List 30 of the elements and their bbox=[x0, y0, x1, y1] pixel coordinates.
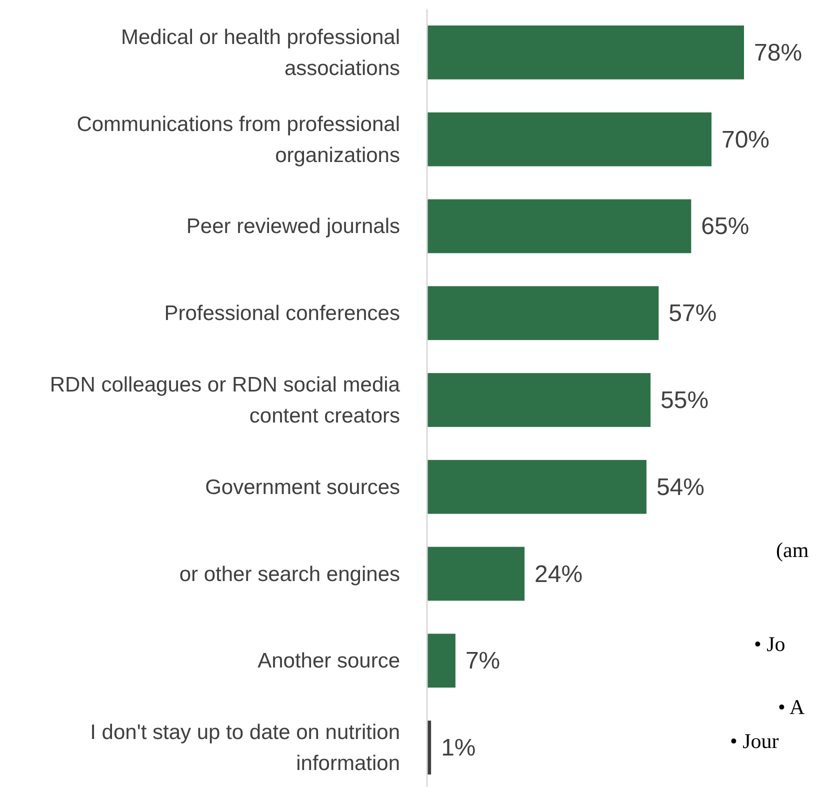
data-label: 54% bbox=[656, 474, 705, 501]
text: (am bbox=[776, 538, 809, 562]
data-label: 70% bbox=[721, 126, 770, 154]
annotation: • Jour bbox=[730, 729, 779, 753]
data-label: 1% bbox=[441, 734, 476, 762]
y-tick-label: RDN colleagues or RDN social media content creators bbox=[50, 374, 400, 428]
y-tick-label: Government sources bbox=[205, 476, 400, 499]
bar bbox=[427, 26, 744, 80]
bar bbox=[427, 286, 659, 340]
bar bbox=[427, 634, 456, 688]
data-label: 24% bbox=[534, 560, 583, 588]
data-label: 55% bbox=[660, 387, 709, 414]
y-tick-label: Peer reviewed journals bbox=[186, 215, 400, 238]
y-tick-label: Communications from professional organizations bbox=[76, 112, 400, 167]
data-label: 57% bbox=[668, 300, 717, 328]
data-label: 78% bbox=[754, 39, 802, 66]
bar bbox=[427, 112, 712, 166]
data-label: 65% bbox=[701, 213, 750, 240]
bar bbox=[427, 199, 692, 254]
y-tick-label: Professional conferences bbox=[164, 302, 400, 326]
y-tick-label: Another source bbox=[258, 650, 400, 673]
bar bbox=[427, 373, 651, 427]
y-tick-label: I don't stay up to date on nutrition information bbox=[90, 721, 400, 776]
text: • Jo bbox=[754, 632, 786, 656]
data-label: 7% bbox=[465, 648, 500, 675]
bar bbox=[427, 546, 525, 601]
y-tick-label: Medical or health professional associations bbox=[121, 26, 400, 80]
y-tick-label: or other search engines bbox=[179, 562, 400, 586]
bar bbox=[427, 460, 646, 514]
text: • A bbox=[778, 695, 806, 719]
